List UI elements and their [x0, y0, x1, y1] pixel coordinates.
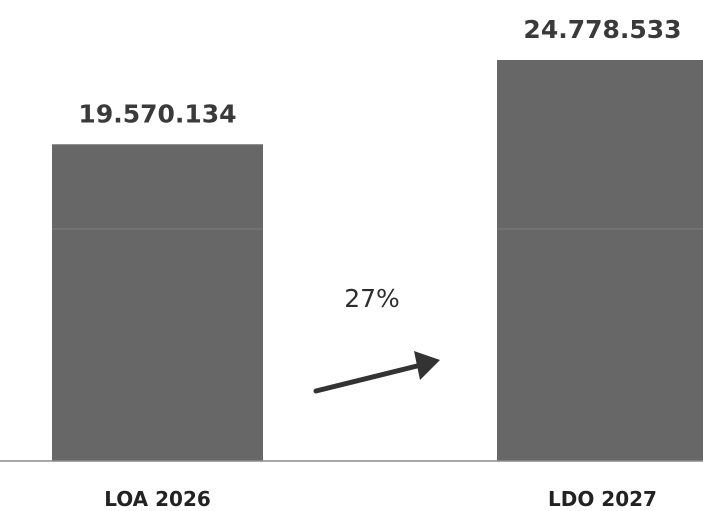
- category-labels-group: LOA 2026 LDO 2027: [104, 487, 657, 511]
- data-label-0: 19.570.134: [78, 99, 236, 128]
- bar-0: [52, 144, 263, 461]
- category-label-0: LOA 2026: [104, 487, 211, 511]
- bars-group: [52, 60, 703, 461]
- bar-1: [497, 60, 703, 461]
- data-label-1: 24.778.533: [523, 15, 681, 44]
- growth-percentage-label: 27%: [344, 284, 400, 313]
- data-labels-group: 19.570.134 24.778.533: [78, 15, 681, 128]
- category-label-1: LDO 2027: [548, 487, 657, 511]
- growth-arrow-icon: [313, 351, 440, 394]
